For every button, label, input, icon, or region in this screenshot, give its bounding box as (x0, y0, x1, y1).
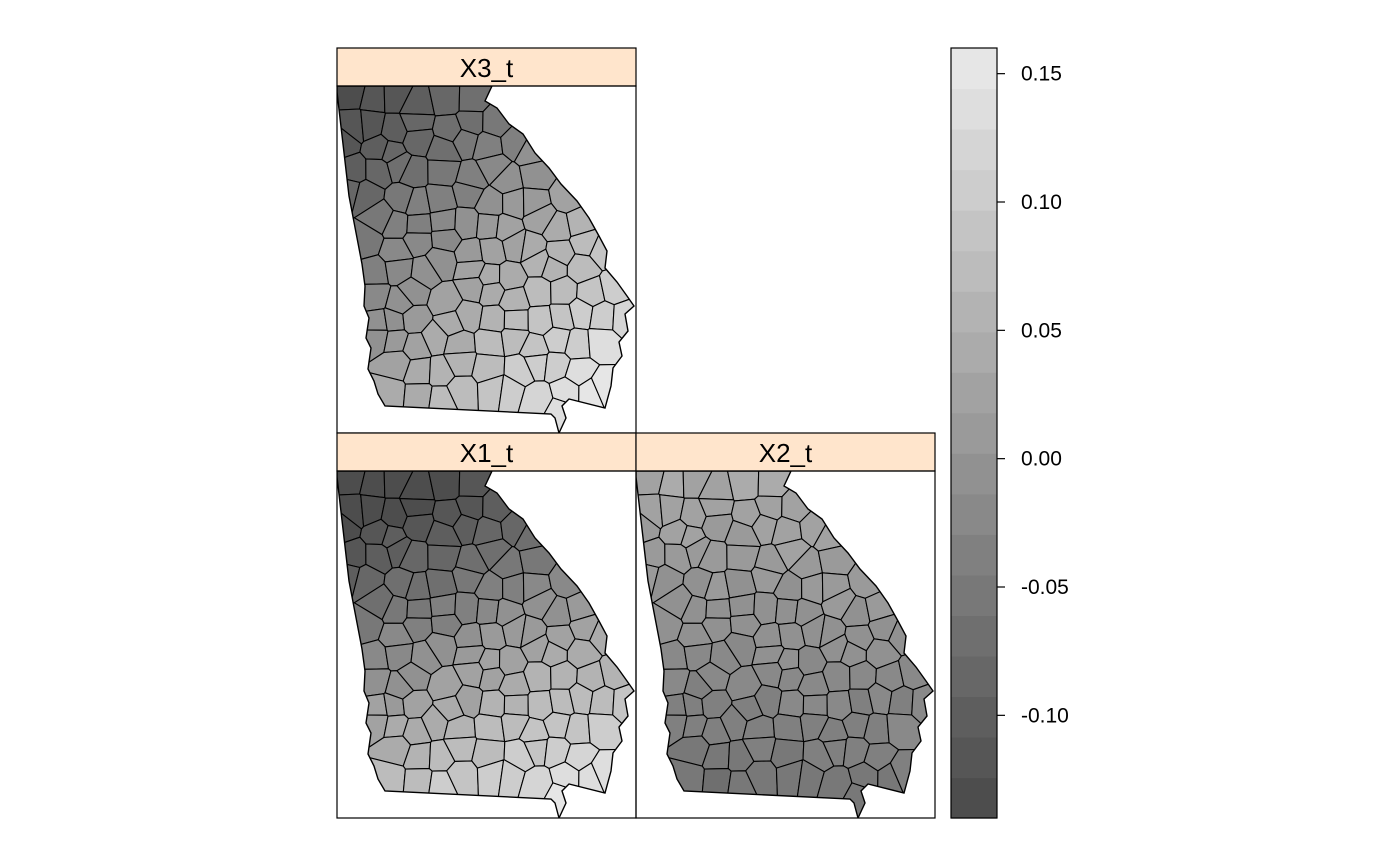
county-polygon (429, 207, 457, 233)
strip-background-x3 (336, 47, 637, 87)
color-key-bin (951, 655, 997, 698)
strip-background-x2 (635, 432, 936, 472)
color-key-bin (951, 412, 997, 454)
county-polygon (406, 598, 433, 619)
color-key-bin (951, 291, 997, 333)
panel-border-x2 (635, 470, 936, 819)
panel-x3: X3_t (336, 47, 637, 434)
county-polygon (337, 639, 390, 671)
color-key-tick-label: 0.00 (1021, 448, 1062, 471)
panel-x1: X1_t (336, 432, 637, 819)
color-key-bin (951, 493, 997, 535)
county-polygon (774, 598, 799, 625)
color-key-tick-label: 0.10 (1021, 191, 1062, 214)
county-polygon (478, 689, 506, 718)
county-polygon (548, 86, 634, 214)
county-polygon (337, 754, 406, 818)
county-polygon (777, 689, 805, 718)
county-polygon (588, 564, 634, 657)
county-polygon (802, 694, 828, 717)
color-key-bin (951, 48, 997, 90)
strip-label-x3: X3_t (460, 53, 514, 83)
county-polygon (728, 592, 756, 618)
state-outline (337, 86, 635, 433)
strip-background-x1 (336, 432, 637, 472)
color-key-bin (951, 777, 997, 819)
color-key: 0.15 0.10 0.05 0.00 -0.05 -0.10 (950, 47, 1069, 819)
color-key-bin (951, 736, 997, 779)
map-x3 (337, 86, 635, 433)
county-polygon (636, 639, 689, 671)
county-polygon (772, 713, 805, 743)
county-polygon (503, 694, 529, 717)
county-polygon (636, 754, 705, 818)
strip-label-x1: X1_t (460, 438, 514, 468)
county-polygon (473, 328, 506, 358)
county-polygon (705, 598, 732, 619)
panel-x2: X2_t (635, 432, 936, 819)
color-key-bin (951, 574, 997, 616)
color-key-ticks: 0.15 0.10 0.05 0.00 -0.05 -0.10 (997, 63, 1069, 727)
map-x1 (337, 471, 635, 818)
color-key-tick-label: 0.05 (1021, 319, 1062, 342)
color-key-bin (951, 372, 997, 414)
color-key-bin (951, 453, 997, 495)
color-key-bin (951, 250, 997, 292)
color-key-bin (951, 169, 997, 211)
county-polygon (337, 308, 388, 331)
county-polygon (337, 693, 388, 716)
county-polygon (475, 598, 500, 625)
county-polygon (399, 768, 433, 818)
county-polygon (337, 254, 390, 286)
county-polygon (503, 309, 529, 332)
color-key-border (950, 47, 998, 819)
county-polygon (698, 768, 732, 818)
county-polygon (337, 536, 367, 569)
county-polygon (337, 151, 367, 184)
county-polygon (475, 213, 500, 240)
color-key-tick-label: -0.05 (1021, 576, 1069, 599)
county-polygon (406, 213, 433, 234)
county-polygon (887, 564, 933, 657)
color-key-bin (951, 88, 997, 130)
color-key-bin (951, 331, 997, 373)
color-key-bin (951, 210, 997, 252)
state-outline (337, 471, 635, 818)
county-polygon (847, 471, 933, 599)
state-outline (636, 471, 934, 818)
county-polygon (478, 304, 506, 333)
county-polygon (636, 536, 666, 569)
color-key-bins (951, 48, 997, 819)
county-polygon (429, 592, 457, 618)
color-key-bin (951, 129, 997, 171)
color-key-tick-label: -0.10 (1021, 704, 1069, 727)
map-x2 (636, 471, 934, 818)
color-key-bin (951, 534, 997, 576)
color-key-bin (951, 615, 997, 657)
color-key-bin (951, 696, 997, 738)
county-polygon (588, 179, 634, 272)
strip-label-x2: X2_t (759, 438, 813, 468)
color-key-tick-label: 0.15 (1021, 63, 1062, 86)
county-polygon (473, 713, 506, 743)
